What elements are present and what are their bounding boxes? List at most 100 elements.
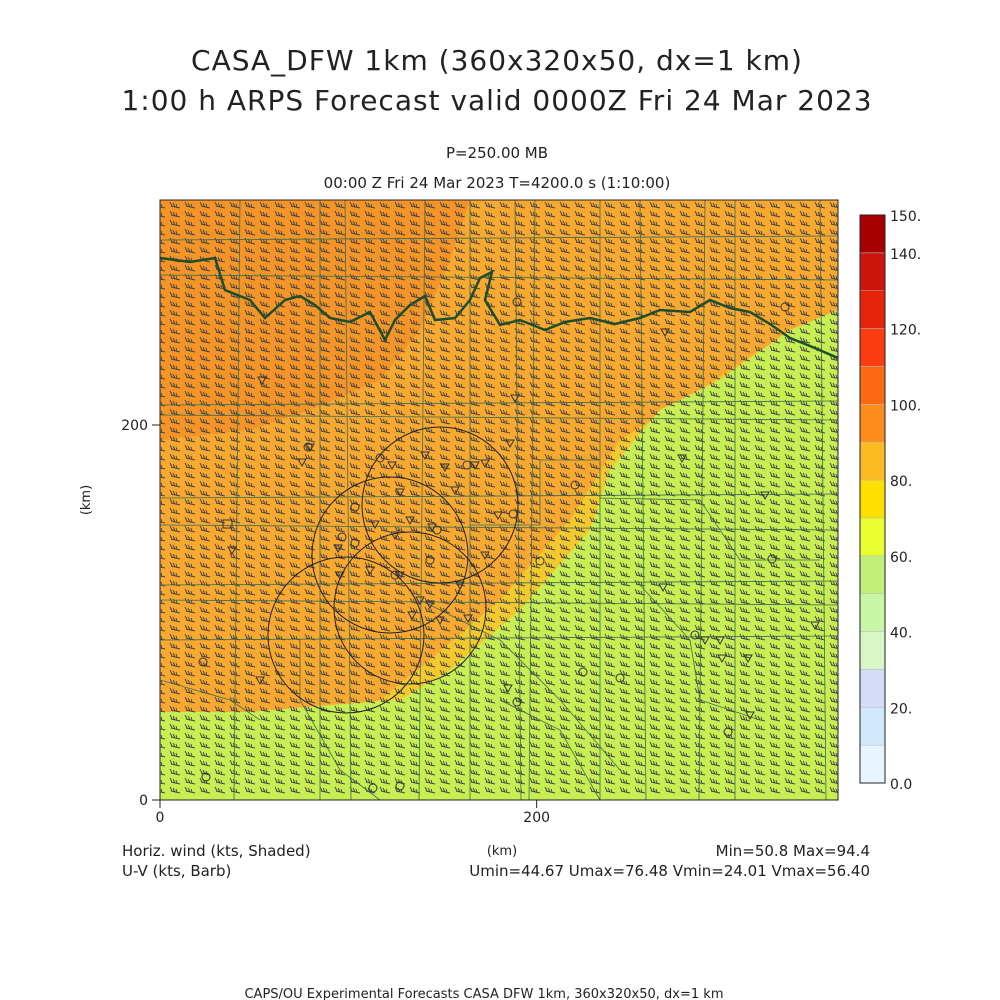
station-triangle [450, 486, 460, 496]
colorbar-swatch [859, 631, 886, 670]
x-axis: 0 200 [156, 800, 550, 826]
footer-credit: CAPS/OU Experimental Forecasts CASA DFW … [244, 987, 723, 1000]
station-circle [201, 772, 211, 782]
station-circle [350, 502, 360, 512]
colorbar-label: 80. [890, 474, 912, 490]
station-triangle [390, 531, 400, 541]
colorbar: 0.0 20. 40. 60. 80. 100. 120. 140. 150. [859, 209, 921, 793]
station-triangle [420, 451, 430, 461]
time-label: 00:00 Z Fri 24 Mar 2023 T=4200.0 s (1:10… [324, 174, 671, 192]
colorbar-frame [859, 214, 886, 784]
radar-range-rings [267, 426, 519, 714]
station-triangle [745, 711, 755, 721]
station-triangle [743, 654, 753, 664]
station-circle [690, 630, 700, 640]
y-axis: 0 200 [121, 418, 160, 809]
colorbar-swatch [859, 669, 886, 708]
station-circle [615, 673, 625, 683]
colorbar-swatch [859, 404, 886, 443]
plot-frame [159, 199, 839, 801]
field-region-se [160, 310, 838, 800]
station-triangle [365, 566, 375, 576]
colorbar-swatch [859, 479, 886, 519]
footer-uv-minmax: Umin=44.67 Umax=76.48 Vmin=24.01 Vmax=56… [469, 862, 870, 880]
station-triangle [425, 600, 435, 610]
footer-shaded-label: Horiz. wind (kts, Shaded) [122, 842, 311, 860]
x-tick-label: 200 [523, 810, 550, 826]
station-triangle [677, 454, 687, 464]
station-circle [508, 509, 518, 519]
county-lines [160, 200, 838, 800]
colorbar-swatch [859, 290, 886, 329]
station-triangle [480, 459, 490, 469]
colorbar-label: 150. [890, 209, 921, 225]
station-triangle [407, 611, 417, 621]
station-triangle [227, 546, 237, 556]
station-triangle [370, 520, 380, 530]
red-river-boundary [160, 256, 838, 360]
station-triangle [415, 596, 425, 606]
station-circle [780, 302, 790, 312]
station-triangle [760, 491, 770, 501]
station-triangle [505, 439, 515, 449]
colorbar-label: 0.0 [890, 777, 912, 793]
station-triangle [455, 581, 465, 591]
x-axis-label: (km) [487, 844, 517, 859]
colorbar-label: 20. [890, 701, 912, 717]
station-triangle [405, 516, 415, 526]
station-circle [512, 697, 522, 707]
colorbar-label: 40. [890, 626, 912, 642]
station-triangle [387, 461, 397, 471]
colorbar-swatch [859, 744, 886, 784]
x-tick-label: 0 [156, 810, 165, 826]
station-circle [375, 453, 385, 463]
station-triangle [255, 676, 265, 686]
colorbar-label: 140. [890, 247, 921, 263]
station-circle [462, 460, 472, 470]
colorbar-label: 100. [890, 398, 921, 414]
station-triangle [480, 551, 490, 561]
station-triangle [257, 376, 267, 386]
station-circle [432, 525, 442, 535]
station-triangle [335, 571, 345, 581]
station-triangle [717, 654, 727, 664]
station-triangle [660, 328, 670, 338]
y-tick-label: 0 [139, 793, 148, 809]
colorbar-swatch [859, 441, 886, 481]
station-circle [198, 657, 208, 667]
level-label: P=250.00 MB [446, 144, 548, 162]
station-circle [395, 781, 405, 791]
field-region-nw [160, 200, 470, 440]
station-triangle [297, 458, 307, 468]
station-triangle [440, 463, 450, 473]
station-triangle [510, 394, 520, 404]
footer-barb-label: U-V (kts, Barb) [122, 862, 231, 880]
station-circle [767, 554, 777, 564]
footer-minmax: Min=50.8 Max=94.4 [716, 842, 870, 860]
colorbar-swatch [859, 593, 886, 632]
station-circle [368, 783, 378, 793]
colorbar-swatch [859, 517, 886, 557]
station-triangle [435, 616, 445, 626]
station-circle [570, 480, 580, 490]
colorbar-label: 60. [890, 550, 912, 566]
station-triangle [715, 636, 725, 646]
station-triangle [395, 571, 405, 581]
station-triangle [700, 636, 710, 646]
station-triangle [493, 511, 503, 521]
station-circle [723, 727, 733, 737]
station-triangle [658, 583, 668, 593]
station-markers [198, 297, 820, 793]
colorbar-swatch [859, 707, 886, 746]
station-triangle [333, 544, 343, 554]
station-circle [535, 556, 545, 566]
station-triangle [503, 684, 513, 694]
station-circle [337, 532, 347, 542]
colorbar-swatch [859, 252, 886, 291]
station-square [222, 519, 233, 529]
county-boundaries [160, 200, 838, 800]
colorbar-swatch [859, 366, 886, 405]
station-triangle [470, 461, 480, 471]
station-circle [390, 570, 400, 580]
